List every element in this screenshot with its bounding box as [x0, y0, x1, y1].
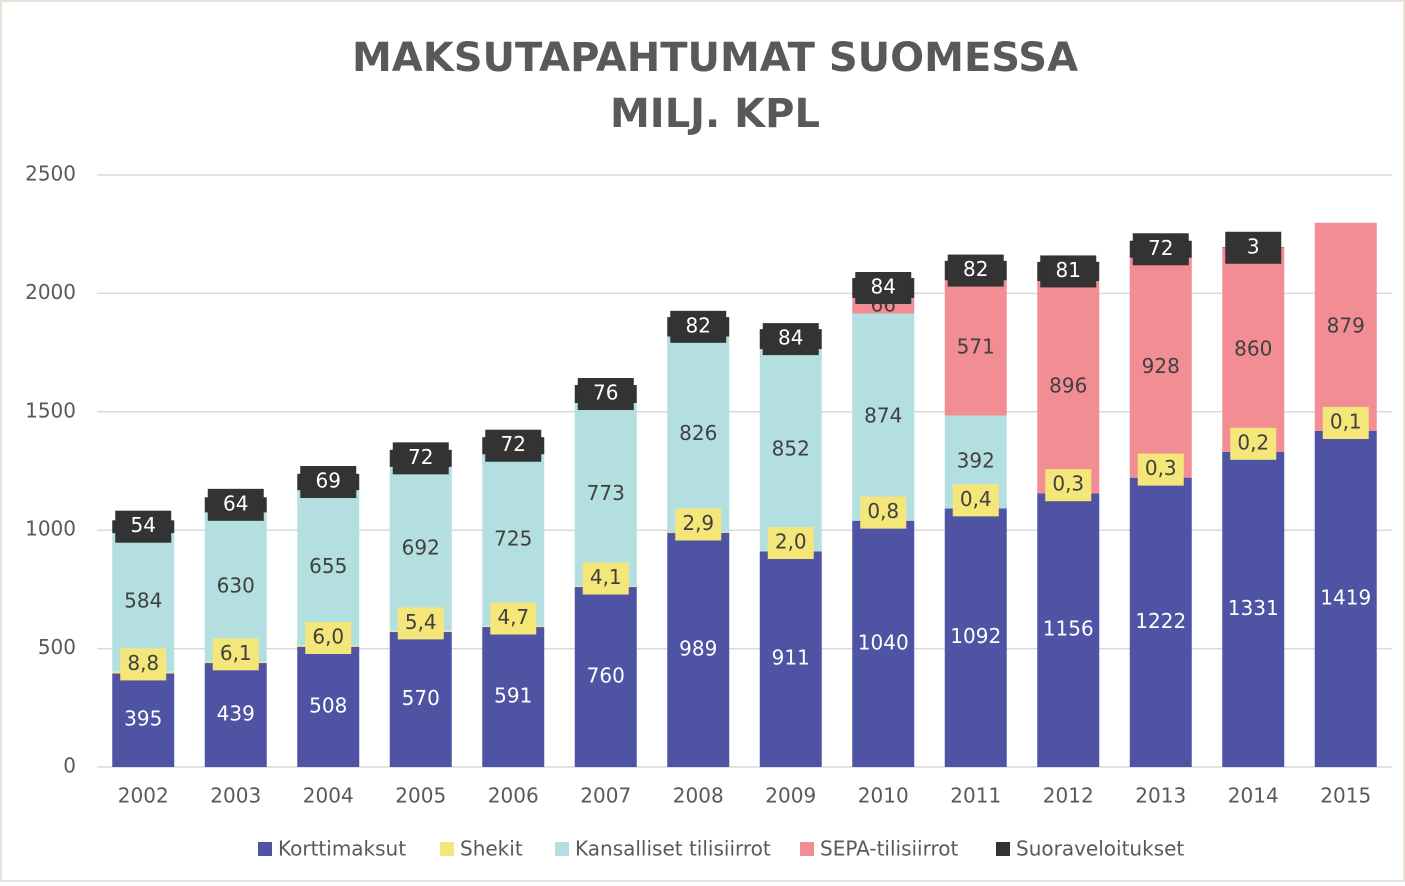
- y-tick-label: 500: [38, 635, 76, 659]
- y-tick-label: 1500: [25, 398, 76, 422]
- data-label: 1331: [1228, 596, 1279, 620]
- legend-label: Korttimaksut: [278, 837, 406, 861]
- data-label: 69: [316, 469, 341, 493]
- x-tick-label: 2010: [858, 784, 909, 808]
- data-label: 0,3: [1145, 456, 1177, 480]
- data-label: 3: [1247, 234, 1260, 258]
- x-tick-label: 2003: [210, 784, 261, 808]
- x-tick-label: 2008: [673, 784, 724, 808]
- data-label: 2,0: [775, 530, 807, 554]
- data-label: 760: [587, 664, 625, 688]
- legend-swatch: [800, 842, 814, 856]
- x-tick-label: 2013: [1135, 784, 1186, 808]
- x-tick-label: 2009: [765, 784, 816, 808]
- legend-label: Suoraveloitukset: [1016, 837, 1184, 861]
- y-tick-label: 1000: [25, 517, 76, 541]
- data-label: 6,1: [220, 641, 252, 665]
- data-label: 82: [963, 257, 988, 281]
- x-tick-label: 2004: [303, 784, 354, 808]
- data-label: 1040: [858, 630, 909, 654]
- chart-subtitle: MILJ. KPL: [610, 91, 820, 137]
- data-label: 571: [957, 334, 995, 358]
- data-label: 591: [494, 684, 532, 708]
- data-label: 72: [408, 445, 433, 469]
- data-label: 692: [402, 535, 440, 559]
- x-tick-label: 2006: [488, 784, 539, 808]
- data-label: 508: [309, 693, 347, 717]
- legend-label: SEPA-tilisiirrot: [820, 837, 959, 861]
- data-label: 725: [494, 527, 532, 551]
- legend-swatch: [996, 842, 1010, 856]
- data-label: 773: [587, 481, 625, 505]
- data-label: 2,9: [682, 511, 714, 535]
- x-tick-label: 2002: [118, 784, 169, 808]
- data-label: 392: [957, 448, 995, 472]
- data-label: 570: [402, 686, 440, 710]
- x-tick-label: 2011: [950, 784, 1001, 808]
- data-label: 584: [124, 589, 162, 613]
- data-label: 82: [686, 313, 711, 337]
- x-tick-label: 2005: [395, 784, 446, 808]
- chart-title: MAKSUTAPAHTUMAT SUOMESSA: [352, 35, 1078, 81]
- data-label: 0,3: [1052, 472, 1084, 496]
- data-label: 81: [1056, 258, 1081, 282]
- data-label: 54: [131, 513, 156, 537]
- x-tick-label: 2014: [1228, 784, 1279, 808]
- data-label: 64: [223, 491, 248, 515]
- data-label: 655: [309, 554, 347, 578]
- data-label: 860: [1234, 336, 1272, 360]
- data-label: 1222: [1135, 609, 1186, 633]
- data-label: 911: [772, 646, 810, 670]
- data-label: 630: [217, 574, 255, 598]
- data-label: 1419: [1320, 585, 1371, 609]
- data-label: 84: [778, 326, 803, 350]
- y-tick-label: 2000: [25, 280, 76, 304]
- data-label: 0,2: [1237, 430, 1269, 454]
- data-label: 5,4: [405, 610, 437, 634]
- legend-label: Kansalliset tilisiirrot: [575, 837, 771, 861]
- data-label: 989: [679, 636, 717, 660]
- data-label: 6,0: [312, 624, 344, 648]
- data-label: 874: [864, 404, 902, 428]
- data-label: 439: [217, 702, 255, 726]
- data-label: 8,8: [127, 651, 159, 675]
- data-label: 84: [871, 275, 896, 299]
- data-label: 4,7: [497, 605, 529, 629]
- data-label: 896: [1049, 374, 1087, 398]
- data-label: 879: [1327, 313, 1365, 337]
- x-tick-label: 2007: [580, 784, 631, 808]
- legend-swatch: [258, 842, 272, 856]
- data-label: 76: [593, 381, 618, 405]
- data-label: 72: [1148, 236, 1173, 260]
- y-tick-label: 2500: [25, 162, 76, 186]
- data-label: 72: [501, 432, 526, 456]
- legend-swatch: [440, 842, 454, 856]
- data-label: 0,1: [1330, 409, 1362, 433]
- legend-swatch: [555, 842, 569, 856]
- data-label: 1092: [950, 624, 1001, 648]
- x-tick-label: 2015: [1320, 784, 1371, 808]
- data-label: 826: [679, 421, 717, 445]
- data-label: 928: [1142, 354, 1180, 378]
- data-label: 0,8: [867, 499, 899, 523]
- x-tick-label: 2012: [1043, 784, 1094, 808]
- data-label: 4,1: [590, 565, 622, 589]
- data-label: 852: [772, 436, 810, 460]
- data-label: 0,4: [960, 487, 992, 511]
- data-label: 1156: [1043, 617, 1094, 641]
- legend-label: Shekit: [460, 837, 523, 861]
- y-tick-label: 0: [63, 754, 76, 778]
- data-label: 395: [124, 707, 162, 731]
